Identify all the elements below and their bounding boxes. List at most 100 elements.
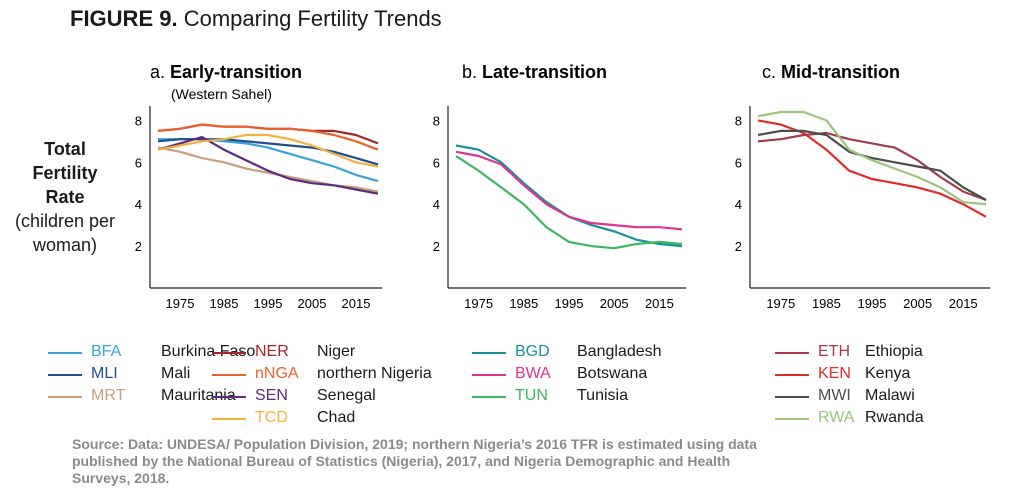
x-tick-label: 2005 [903,296,932,311]
legend-name: Ethiopia [865,343,923,360]
y-tick-label: 2 [135,239,142,254]
legend-name: Malawi [865,387,915,404]
series-line-nnga [157,123,379,151]
panel-title: b. Late-transition [462,62,607,82]
legend-swatch [48,352,82,354]
x-tick-label: 2005 [600,296,629,311]
y-axis-label: Total Fertility Rate (children per woman… [0,137,130,257]
legend-name: Chad [317,409,356,426]
legend-swatch [212,352,246,354]
x-tick-label: 1995 [858,296,887,311]
panel-letter: b. [462,62,482,82]
y-tick-label: 4 [433,197,440,212]
legend-code: BGD [515,343,550,360]
y-tick-label: 2 [433,239,440,254]
legend-name: Kenya [865,365,911,382]
legend-swatch [212,374,246,376]
y-axis-label-line-2: Fertility [32,163,98,183]
legend-swatch [775,418,809,420]
y-tick-label: 8 [735,113,742,128]
legend-swatch [212,418,246,420]
legend-name: Mauritania [161,387,236,404]
x-tick-label: 1975 [766,296,795,311]
legend-swatch [775,396,809,398]
legend-name: northern Nigeria [317,365,432,382]
series-line-tcd [157,133,379,168]
legend-code: TCD [255,409,288,426]
figure-title: FIGURE 9. Comparing Fertility Trends [70,6,442,32]
panel-letter: a. [150,62,170,82]
y-axis-label-line-3: Rate [45,187,85,207]
legend-name: Mali [161,365,191,382]
legend-code: SEN [255,387,288,404]
legend-swatch [472,352,506,354]
x-tick-label: 2015 [949,296,978,311]
chart-panel-1: a. Early-transition (Western Sahel) 8 6 4 2 19… [135,62,382,311]
legend-swatch [472,396,506,398]
x-tick-label: 1975 [166,296,195,311]
y-tick-label: 6 [735,155,742,170]
legend-name: Tunisia [577,387,628,404]
legend-swatch [48,396,82,398]
legend-name: Bangladesh [577,343,662,360]
legend-code: MRT [91,387,126,404]
series-line-tun [455,155,683,250]
y-tick-label: 4 [735,197,742,212]
series-line-rwa [757,110,987,206]
legend-code: ETH [818,343,850,360]
legend-swatch [48,374,82,376]
legend-name: Rwanda [865,409,924,426]
series-line-bfa [158,138,379,183]
series-line-mwi [757,129,987,201]
series-line-eth [757,131,987,202]
x-tick-label: 2005 [298,296,327,311]
figure-number: FIGURE 9. [70,6,178,31]
chart-panel-3: c. Mid-transition 8 6 4 2 1975 1985 1995 2005 201… [735,62,990,311]
x-tick-label: 1995 [555,296,584,311]
x-tick-label: 1985 [210,296,239,311]
x-tick-label: 1985 [509,296,538,311]
y-axis-label-line-5: woman) [32,235,98,255]
legend-name: Niger [317,343,356,360]
legend-swatch [472,374,506,376]
legend-swatch [775,352,809,354]
x-tick-label: 2015 [342,296,371,311]
legend-code: MLI [91,365,118,382]
series-line-bwa [455,150,683,231]
y-tick-label: 6 [135,155,142,170]
legend-code: KEN [818,365,851,382]
y-tick-label: 6 [433,155,440,170]
legend-name: Botswana [577,365,648,382]
panel-title-text: Late-transition [482,62,607,82]
legend-code: BFA [91,343,122,360]
legend-swatch [775,374,809,376]
panel-letter: c. [762,62,781,82]
series-line-ken [757,119,987,218]
y-axis-label-line-4: (children per [14,211,116,231]
source-note: Source: Data: UNDESA/ Population Divisio… [72,436,757,486]
legend-code: BWA [515,365,551,382]
chart-panel-2: b. Late-transition 8 6 4 2 1975 1985 1995 2005 20… [433,62,686,311]
x-tick-label: 1995 [254,296,283,311]
legend-code: NER [255,343,289,360]
legend-name: Burkina Faso [161,343,256,360]
panel-title-text: Early-transition [170,62,302,82]
y-tick-label: 2 [735,239,742,254]
panel-subtitle: (Western Sahel) [171,86,272,102]
panel-title-text: Mid-transition [781,62,900,82]
x-tick-label: 1975 [464,296,493,311]
y-tick-label: 8 [433,113,440,128]
panel-title: c. Mid-transition [762,62,900,82]
legend-code: nNGA [255,365,299,382]
figure-title-text: Comparing Fertility Trends [183,6,442,31]
series-line-sen [157,136,379,195]
y-axis-label-line-1: Total [44,139,86,159]
panel-title: a. Early-transition [150,62,302,82]
legend-code: MWI [818,387,851,404]
legend-code: TUN [515,387,548,404]
x-tick-label: 2015 [645,296,674,311]
legend-code: RWA [818,409,855,426]
y-tick-label: 4 [135,197,142,212]
x-tick-label: 1985 [812,296,841,311]
